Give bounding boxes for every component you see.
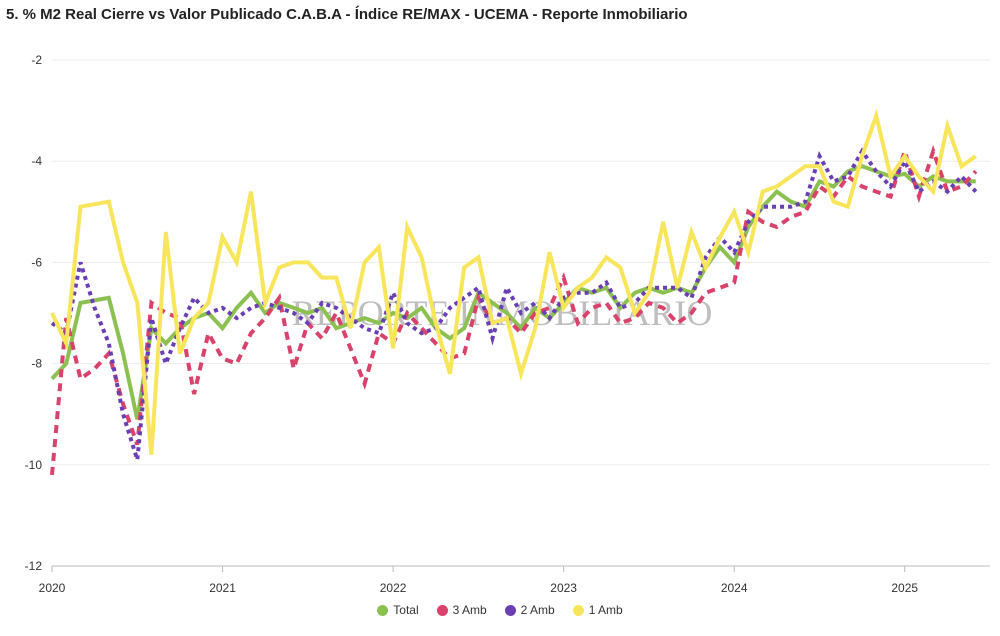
legend-item-3-amb[interactable]: 3 Amb (436, 603, 487, 617)
y-tick-label: -2 (31, 53, 42, 67)
series-line-1-amb[interactable] (50, 108, 977, 455)
legend-label: 3 Amb (452, 603, 487, 617)
y-tick-label: -6 (31, 255, 42, 269)
x-tick-label: 2021 (209, 581, 236, 595)
legend-item-2-amb[interactable]: 2 Amb (504, 603, 555, 617)
legend-marker (436, 604, 448, 616)
legend-marker (377, 604, 389, 616)
legend-marker (572, 604, 584, 616)
x-tick-label: 2020 (39, 581, 66, 595)
series-line-total[interactable] (50, 164, 976, 420)
legend-marker (504, 604, 516, 616)
y-tick-label: -4 (31, 154, 42, 168)
series-lines (50, 108, 978, 476)
y-tick-label: -10 (25, 458, 43, 472)
y-tick-label: -8 (31, 357, 42, 371)
y-tick-label: -12 (25, 559, 43, 573)
x-tick-label: 2022 (380, 581, 407, 595)
series-line-3-amb[interactable] (50, 144, 978, 476)
legend-item-1-amb[interactable]: 1 Amb (572, 603, 623, 617)
x-tick-label: 2023 (550, 581, 577, 595)
x-tick-label: 2024 (721, 581, 748, 595)
legend-item-total[interactable]: Total (377, 603, 419, 617)
axes: -2 -4 -6 -8 -10 -12 2020 2021 2022 2023 2024 2025 (25, 53, 919, 595)
legend-label: Total (393, 603, 419, 617)
legend: Total 3 Amb 2 Amb 1 Amb (0, 603, 1000, 617)
legend-label: 1 Amb (588, 603, 623, 617)
grid-lines (52, 59, 990, 567)
legend-label: 2 Amb (520, 603, 555, 617)
chart-title: 5. % M2 Real Cierre vs Valor Publicado C… (6, 6, 688, 23)
x-tick-label: 2025 (891, 581, 918, 595)
